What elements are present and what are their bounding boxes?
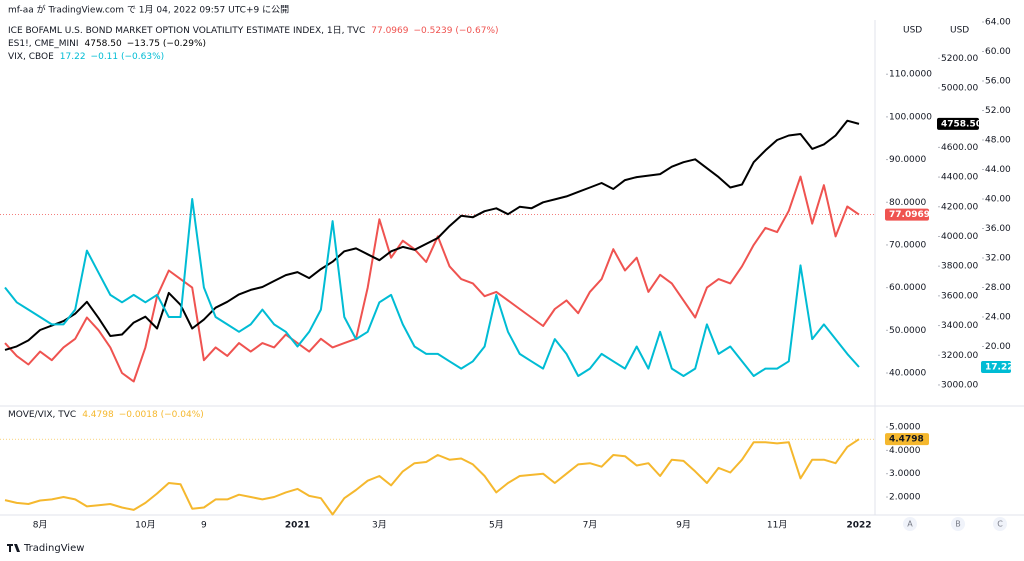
y-tick-label: 40.0000 bbox=[889, 368, 926, 378]
last-value-badge bbox=[885, 208, 929, 221]
y-tick-label: 32.00 bbox=[985, 254, 1011, 264]
x-tick-label: 10月 bbox=[135, 520, 155, 531]
series-line bbox=[4, 119, 860, 351]
y-tick-label: 52.00 bbox=[985, 106, 1011, 116]
x-tick-label: 11月 bbox=[767, 520, 787, 531]
y-tick-label: 3.0000 bbox=[889, 469, 921, 479]
currency-label: USD bbox=[903, 26, 922, 36]
legend-row: ICE BOFAML U.S. BOND MARKET OPTION VOLAT… bbox=[8, 25, 499, 36]
scale-button-label: A bbox=[907, 520, 913, 529]
y-tick-label: 48.00 bbox=[985, 135, 1011, 145]
legend-name: ICE BOFAML U.S. BOND MARKET OPTION VOLAT… bbox=[8, 25, 365, 36]
y-tick-label: 50.0000 bbox=[889, 326, 926, 336]
legend-change: −0.11 (−0.63%) bbox=[91, 52, 165, 62]
y-tick-label: 40.00 bbox=[985, 195, 1011, 205]
last-value-badge-label: 4758.50 bbox=[941, 119, 982, 129]
last-value-badge bbox=[885, 433, 929, 446]
y-tick-label: 20.00 bbox=[985, 342, 1011, 352]
y-tick-label: 3200.00 bbox=[941, 351, 978, 361]
last-value-badge-label: 77.0969 bbox=[889, 210, 930, 220]
legend-value: 77.0969 bbox=[371, 26, 408, 36]
last-value-badge bbox=[937, 117, 979, 130]
legend-row: ES1!, CME_MINI 4758.50 −13.75 (−0.29%) bbox=[8, 39, 206, 49]
scale-button[interactable] bbox=[993, 517, 1007, 531]
y-tick-label: 4200.00 bbox=[941, 202, 978, 212]
y-tick-label: 90.0000 bbox=[889, 155, 926, 165]
currency-label: USD bbox=[950, 26, 969, 36]
y-tick-label: 2.0000 bbox=[889, 493, 921, 503]
legend-row: VIX, CBOE 17.22 −0.11 (−0.63%) bbox=[8, 52, 164, 62]
y-tick-label: 24.00 bbox=[985, 313, 1011, 323]
y-tick-label: 4400.00 bbox=[941, 173, 978, 183]
x-tick-label: 9 bbox=[201, 521, 207, 531]
last-value-badge-label: 17.22 bbox=[985, 363, 1013, 373]
series-line bbox=[4, 438, 860, 516]
scale-button-label: B bbox=[955, 520, 961, 529]
y-tick-label: 44.00 bbox=[985, 165, 1011, 175]
x-tick-label: 2022 bbox=[846, 521, 871, 531]
scale-button-label: C bbox=[997, 520, 1003, 529]
legend-change: −0.0018 (−0.04%) bbox=[119, 410, 204, 420]
x-tick-label: 9月 bbox=[676, 520, 691, 531]
y-tick-label: 60.00 bbox=[985, 47, 1011, 57]
y-tick-label: 80.0000 bbox=[889, 198, 926, 208]
y-tick-label: 3000.00 bbox=[941, 380, 978, 390]
y-tick-label: 110.0000 bbox=[889, 70, 932, 80]
y-tick-label: 4600.00 bbox=[941, 143, 978, 153]
y-tick-label: 64.00 bbox=[985, 17, 1011, 27]
y-tick-label: 3400.00 bbox=[941, 321, 978, 331]
y-tick-label: 36.00 bbox=[985, 224, 1011, 234]
legend-name: ES1!, CME_MINI bbox=[8, 39, 79, 49]
y-tick-label: 5000.00 bbox=[941, 84, 978, 94]
legend-change: −13.75 (−0.29%) bbox=[127, 39, 206, 49]
x-tick-label: 5月 bbox=[489, 520, 504, 531]
x-tick-label: 8月 bbox=[33, 520, 48, 531]
legend-value: 17.22 bbox=[60, 52, 86, 62]
last-value-badge-label: 4.4798 bbox=[889, 435, 924, 445]
y-tick-label: 70.0000 bbox=[889, 240, 926, 250]
y-tick-label: 28.00 bbox=[985, 283, 1011, 293]
y-tick-label: 5.0000 bbox=[889, 423, 921, 433]
legend-name: VIX, CBOE bbox=[8, 52, 54, 62]
brand-logo bbox=[7, 544, 20, 552]
series-line bbox=[4, 175, 860, 383]
scale-button[interactable] bbox=[903, 517, 917, 531]
last-value-badge bbox=[981, 361, 1011, 374]
legend-value: 4758.50 bbox=[85, 39, 122, 49]
y-tick-label: 60.0000 bbox=[889, 283, 926, 293]
legend-row: MOVE/VIX, TVC 4.4798 −0.0018 (−0.04%) bbox=[8, 410, 204, 420]
y-tick-label: 3800.00 bbox=[941, 262, 978, 272]
legend-value: 4.4798 bbox=[82, 410, 114, 420]
brand: TradingView bbox=[23, 543, 84, 554]
series-line bbox=[4, 198, 860, 377]
scale-button[interactable] bbox=[951, 517, 965, 531]
x-tick-label: 3月 bbox=[372, 520, 387, 531]
y-tick-label: 4000.00 bbox=[941, 232, 978, 242]
y-tick-label: 100.0000 bbox=[889, 112, 932, 122]
y-tick-label: 3600.00 bbox=[941, 291, 978, 301]
y-tick-label: 56.00 bbox=[985, 76, 1011, 86]
y-tick-label: 4.0000 bbox=[889, 446, 921, 456]
legend-change: −0.5239 (−0.67%) bbox=[413, 26, 498, 36]
x-tick-label: 2021 bbox=[285, 521, 310, 531]
y-tick-label: 5200.00 bbox=[941, 54, 978, 64]
publish-header: mf-aa が TradingView.com で 1月 04, 2022 09… bbox=[8, 4, 289, 16]
x-tick-label: 7月 bbox=[583, 520, 598, 531]
legend-name: MOVE/VIX, TVC bbox=[8, 410, 76, 420]
